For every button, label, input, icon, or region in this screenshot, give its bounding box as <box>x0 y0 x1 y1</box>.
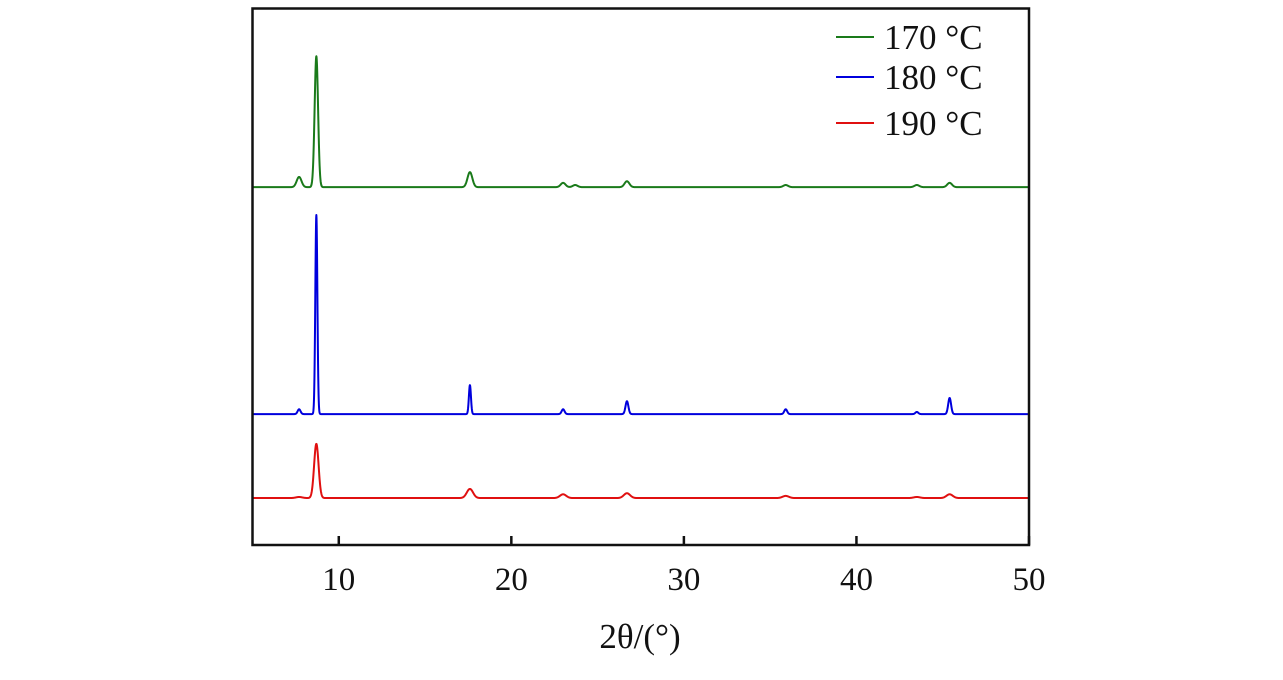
x-axis: 10 20 30 40 50 <box>322 536 1046 598</box>
plot-frame <box>251 7 1031 547</box>
x-axis-label: 2θ/(°) <box>599 617 680 656</box>
legend-item: 180 °C <box>836 58 983 97</box>
series-line-190 <box>251 442 1030 500</box>
legend-item: 190 °C <box>836 104 983 143</box>
x-tick-label: 20 <box>495 562 528 598</box>
series-line-180 <box>251 214 1030 416</box>
legend-label: 180 °C <box>884 58 983 97</box>
legend-label: 170 °C <box>884 18 983 57</box>
legend-item: 170 °C <box>836 18 983 57</box>
series-line-170 <box>251 55 1030 189</box>
series-layer <box>251 55 1030 500</box>
x-tick-label: 10 <box>322 562 355 598</box>
legend-label: 190 °C <box>884 104 983 143</box>
x-tick-label: 40 <box>840 562 873 598</box>
x-tick-label: 50 <box>1013 562 1046 598</box>
x-tick-label: 30 <box>667 562 700 598</box>
